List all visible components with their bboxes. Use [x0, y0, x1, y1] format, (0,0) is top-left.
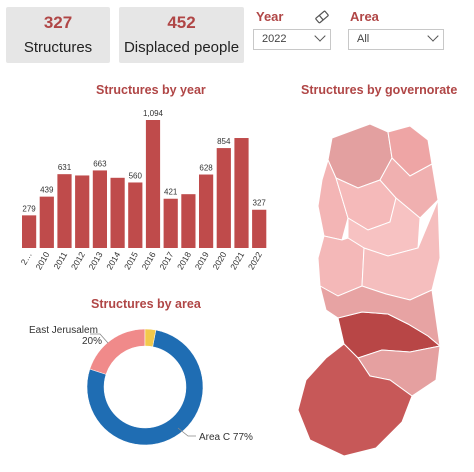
structures-kpi-label: Structures [23, 39, 93, 56]
bar-2014[interactable] [110, 177, 125, 248]
bar-data-label: 439 [40, 186, 54, 195]
bar-data-label: 560 [129, 171, 143, 180]
bar-data-label: 279 [22, 204, 36, 213]
displaced-kpi-label: Displaced people [123, 39, 240, 56]
structures-kpi-value: 327 [43, 13, 73, 32]
structures-kpi-card: 327 Structures [6, 7, 110, 63]
year-slicer-title: Year [256, 9, 284, 24]
bar-2016[interactable] [145, 120, 161, 248]
map-region-hebron[interactable] [297, 343, 413, 457]
area-slicer-title: Area [350, 9, 379, 24]
bar-2010[interactable] [39, 196, 54, 248]
bar-2020[interactable] [216, 148, 231, 248]
bar-2011[interactable] [57, 174, 72, 248]
area-slicer-dropdown[interactable]: All [348, 29, 444, 50]
leader-line [90, 333, 109, 344]
bar-2…[interactable] [22, 215, 37, 248]
bar-data-label: 1,094 [143, 109, 164, 118]
map-title: Structures by governorate [301, 83, 458, 97]
governorate-map [297, 123, 442, 457]
area-slicer-value: All [357, 33, 370, 45]
displaced-kpi-value: 452 [167, 13, 196, 32]
map-region-bethlehem[interactable] [319, 285, 441, 348]
bar-data-label: 421 [164, 188, 178, 197]
donut-slice-area-c[interactable] [86, 329, 204, 446]
bar-chart-title: Structures by year [96, 83, 206, 97]
bar-2017[interactable] [163, 198, 178, 248]
bar-2022[interactable] [252, 209, 267, 248]
donut-slice-other[interactable] [144, 328, 157, 348]
bar-2021[interactable] [234, 138, 249, 248]
bar-data-label: 854 [217, 137, 231, 146]
displaced-kpi-card: 452 Displaced people [119, 7, 244, 63]
leader-line [177, 427, 196, 437]
eraser-icon[interactable] [314, 10, 330, 24]
bar-data-label: 628 [199, 164, 213, 173]
year-slicer-dropdown[interactable]: 2022 [253, 29, 331, 50]
bar-2015[interactable] [128, 182, 143, 248]
donut-label-east-jerusalem-percent: 20% [82, 336, 102, 347]
bar-data-label: 631 [58, 163, 72, 172]
donut-label-east-jerusalem: East Jerusalem [29, 325, 98, 336]
donut-chart-title: Structures by area [91, 297, 201, 311]
year-slicer-value: 2022 [262, 33, 287, 45]
bar-2019[interactable] [199, 174, 214, 248]
bar-2018[interactable] [181, 194, 196, 248]
bar-data-label: 327 [253, 199, 267, 208]
donut-label-area-c: Area C 77% [199, 432, 253, 443]
bar-2013[interactable] [92, 170, 107, 248]
bar-data-label: 663 [93, 159, 107, 168]
bar-2012[interactable] [75, 175, 90, 248]
